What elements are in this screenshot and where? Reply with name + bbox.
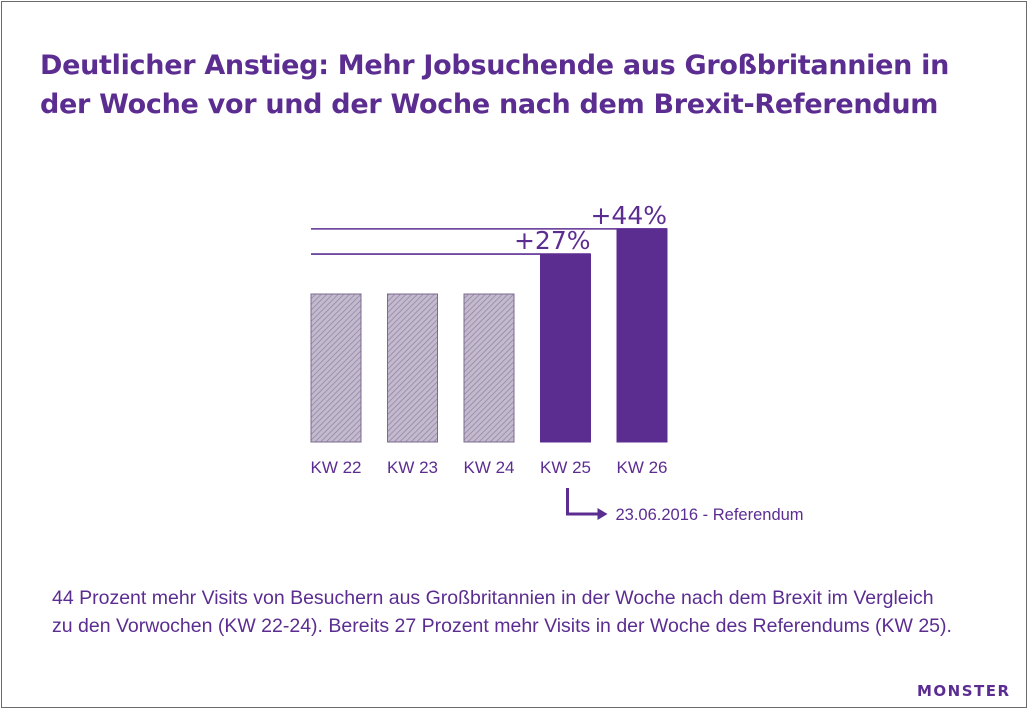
bar-kw25 <box>540 253 591 443</box>
category-label: KW 23 <box>387 458 438 477</box>
monster-logo: MONSTER <box>917 682 1011 700</box>
category-label: KW 22 <box>310 458 361 477</box>
category-label: KW 25 <box>540 458 591 477</box>
annotation-arrowhead <box>597 508 608 520</box>
category-label: KW 24 <box>463 458 514 477</box>
caption-text: 44 Prozent mehr Visits von Besuchern aus… <box>52 587 952 637</box>
bar-kw26 <box>616 228 668 443</box>
chart-title: Deutlicher Anstieg: Mehr Jobsuchende aus… <box>40 50 950 120</box>
value-label: +44% <box>590 201 667 230</box>
annotation-label: 23.06.2016 - Referendum <box>616 506 804 524</box>
annotation-arrow <box>566 488 598 516</box>
bar-kw22 <box>310 293 362 443</box>
bar-kw23 <box>387 293 438 443</box>
bar-kw24 <box>463 293 515 443</box>
category-label: KW 26 <box>616 458 667 477</box>
value-label: +27% <box>514 226 591 255</box>
